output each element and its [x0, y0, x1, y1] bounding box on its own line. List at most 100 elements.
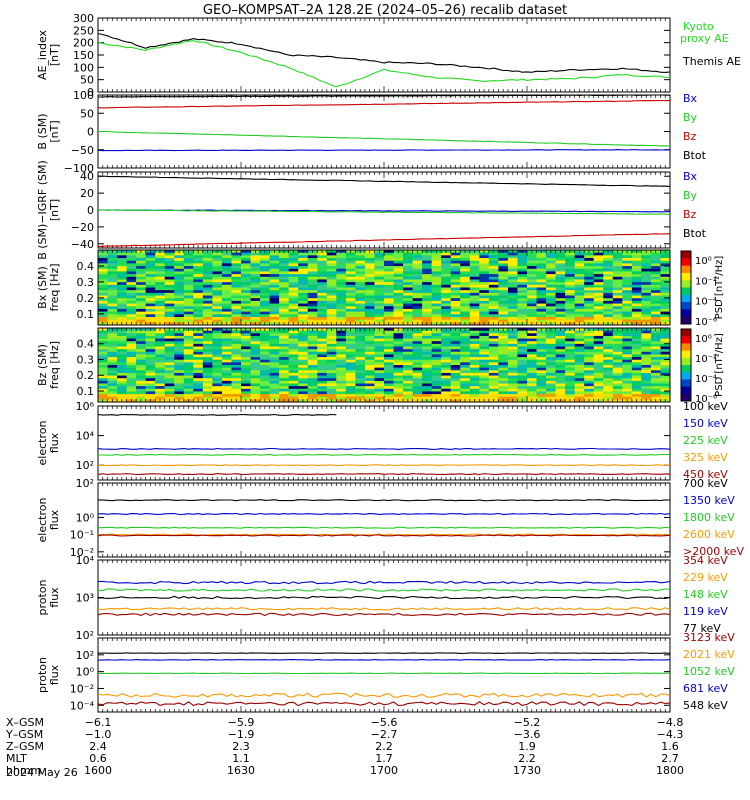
colorbar-tick-label: 10⁻²	[695, 276, 717, 287]
x-axis-row-label: X–GSM	[6, 716, 44, 729]
series-line-prot1-1	[97, 607, 671, 611]
colorbar-cell	[681, 272, 691, 281]
colorbar-cell	[681, 258, 691, 267]
series-line-elec1-1	[97, 447, 671, 450]
y-tick-label: 50	[80, 107, 94, 120]
legend-label: proxy AE	[680, 32, 729, 45]
y-axis-label: electron	[36, 421, 49, 466]
legend-label: By	[683, 111, 698, 124]
legend-label: 150 keV	[683, 417, 728, 430]
y-tick-label: 40	[80, 170, 94, 183]
y-tick-label: 0.2	[77, 292, 95, 305]
y-tick-label: 0.2	[77, 369, 95, 382]
y-tick-label: 0.1	[77, 308, 95, 321]
series-line-prot2-0	[97, 701, 671, 707]
legend-label: 3123 keV	[683, 631, 735, 644]
panel-prot1: 10⁴ 10³ 10² proton flux 354 keV 229 keV 148 keV…	[36, 554, 728, 642]
chart-title: GEO–KOMPSAT–2A 128.2E (2024–05–26) recal…	[203, 3, 567, 18]
colorbar-frame	[680, 250, 692, 325]
y-axis-label: freq [Hz]	[48, 341, 61, 389]
panel-frame	[97, 482, 671, 558]
colorbar-cell	[681, 386, 691, 395]
y-axis-label: flux	[48, 432, 61, 453]
legend-label: 700 keV	[683, 477, 728, 490]
panel-frame	[97, 17, 671, 93]
y-tick-label: 0.3	[77, 353, 95, 366]
y-tick-label: 10⁰	[76, 666, 95, 679]
colorbar-cell	[681, 336, 691, 344]
colorbar-cell	[681, 365, 691, 373]
y-tick-label: 10²	[76, 477, 94, 490]
y-axis-label: B (SM)−IGRF (SM)	[36, 160, 49, 260]
colorbar-tick-label: 10⁻⁶	[695, 394, 717, 405]
colorbar-cell	[681, 357, 691, 366]
y-tick-label: 10³	[76, 592, 94, 605]
colorbar-tick-label: 10⁻⁴	[695, 374, 717, 385]
legend-label: 229 keV	[683, 571, 728, 584]
y-tick-label: 250	[73, 24, 94, 37]
y-tick-label: 20	[80, 187, 94, 200]
panel-frame	[97, 405, 671, 481]
x-axis-tick-label: 1.1	[232, 752, 250, 765]
y-axis-label: Bz (SM)	[36, 344, 49, 386]
series-line-prot1-3	[97, 580, 671, 585]
legend-label: Btot	[683, 149, 707, 162]
x-axis-row-label: Y–GSM	[5, 728, 43, 741]
y-axis-label: freq [Hz]	[48, 263, 61, 311]
x-axis-tick-label: 1.7	[375, 752, 393, 765]
panel-bsm: 100 50 0 −50 −100 B (SM) [nT] Bx By Bz Btot	[36, 89, 707, 175]
y-tick-label: 0	[87, 204, 94, 217]
y-tick-label: 100	[73, 61, 94, 74]
x-minor-ticks	[97, 560, 671, 635]
y-tick-label: 10⁻²	[70, 682, 94, 695]
y-axis-label: B (SM)	[36, 113, 49, 149]
panel-frame	[97, 94, 671, 169]
colorbar-cell	[681, 350, 691, 359]
legend-label: 225 keV	[683, 434, 728, 447]
series-line-elec1-3	[97, 464, 671, 467]
legend-label: 1350 keV	[683, 494, 735, 507]
panel-elec2: 10² 10⁰ 10⁻¹ 10⁻² electron flux 700 keV 1350 ke…	[36, 477, 744, 559]
legend-label: Bz	[683, 208, 697, 221]
x-axis-tick-label: −4.3	[657, 728, 684, 741]
y-axis-label: flux	[48, 509, 61, 530]
x-axis-tick-label: −5.6	[371, 716, 398, 729]
colorbar-label: PSD [nT²/Hz]	[714, 256, 725, 320]
x-axis-tick-label: 0.6	[89, 752, 107, 765]
colorbar-cell	[681, 265, 691, 274]
y-axis-label: [nT]	[48, 44, 61, 66]
legend-label: 1052 keV	[683, 665, 735, 678]
colorbar-cell	[681, 316, 691, 325]
x-minor-ticks	[97, 483, 671, 557]
x-minor-ticks	[97, 638, 671, 712]
x-axis-tick-label: 1600	[84, 764, 112, 777]
series-line-elec1-2	[98, 453, 671, 456]
series-line-bsm-2	[97, 99, 671, 109]
y-tick-label: 300	[73, 12, 94, 25]
colorbar-tick-label: 10⁰	[695, 256, 712, 267]
legend-label: 2021 keV	[683, 648, 735, 661]
series-line-bigrf-3	[97, 175, 671, 188]
panel-elec1: 10⁶ 10⁴ 10² electron flux 100 keV 150 keV 225 k…	[36, 400, 728, 481]
series-line-elec2-3	[97, 533, 671, 536]
x-axis-tick-label: 2.2	[518, 752, 536, 765]
y-tick-label: 10⁰	[76, 511, 95, 524]
series-line-bsm-1	[97, 130, 671, 147]
colorbar-cell	[681, 294, 691, 303]
series-line-bigrf-1	[97, 209, 671, 215]
legend-label: 1800 keV	[683, 511, 735, 524]
legend-label: 681 keV	[683, 682, 728, 695]
spectrogram-cells	[98, 328, 671, 403]
y-tick-label: 10²	[76, 629, 94, 642]
series-line-prot1-4	[97, 595, 671, 600]
legend-label: 148 keV	[683, 588, 728, 601]
x-axis-tick-label: 1700	[370, 764, 398, 777]
series-line-elec1-4	[97, 473, 671, 476]
legend-label: >2000 keV	[683, 545, 744, 558]
y-tick-label: −40	[71, 238, 94, 251]
series-line-prot1-0	[97, 612, 671, 617]
y-tick-label: 10⁻¹	[70, 529, 94, 542]
